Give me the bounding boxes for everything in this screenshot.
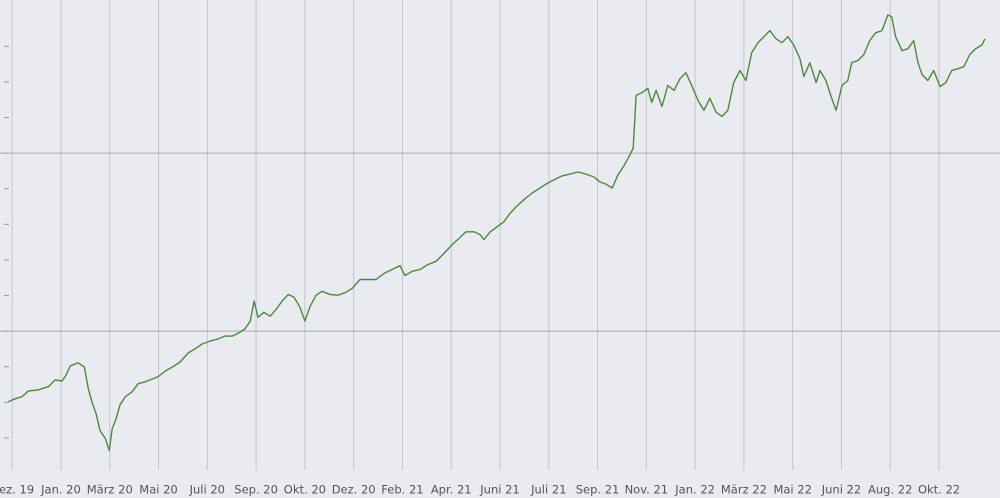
x-tick-label: Mai 20 [139,483,177,497]
x-tick-label: Jan. 22 [674,483,715,497]
x-tick-label: Juli 21 [530,483,566,497]
x-tick-label: Sep. 20 [234,483,278,497]
line-series [8,14,986,452]
x-tick-label: Juli 20 [189,483,225,497]
x-tick-label: März 22 [721,483,767,497]
x-tick-label: Dez. 20 [332,483,376,497]
x-tick-label: März 20 [87,483,133,497]
x-tick-label: Aug. 22 [868,483,912,497]
x-tick-label: Mai 22 [773,483,811,497]
x-tick-label: Juni 22 [821,483,861,497]
x-tick-label: Dez. 19 [0,483,34,497]
x-tick-label: Juni 21 [479,483,519,497]
x-tick-label: Okt. 20 [284,483,326,497]
x-tick-label: Okt. 22 [918,483,960,497]
x-tick-label: Sep. 21 [576,483,620,497]
x-tick-label: Apr. 21 [431,483,472,497]
x-tick-label: Jan. 20 [40,483,81,497]
x-tick-label: Feb. 21 [381,483,423,497]
x-tick-label: Nov. 21 [625,483,669,497]
